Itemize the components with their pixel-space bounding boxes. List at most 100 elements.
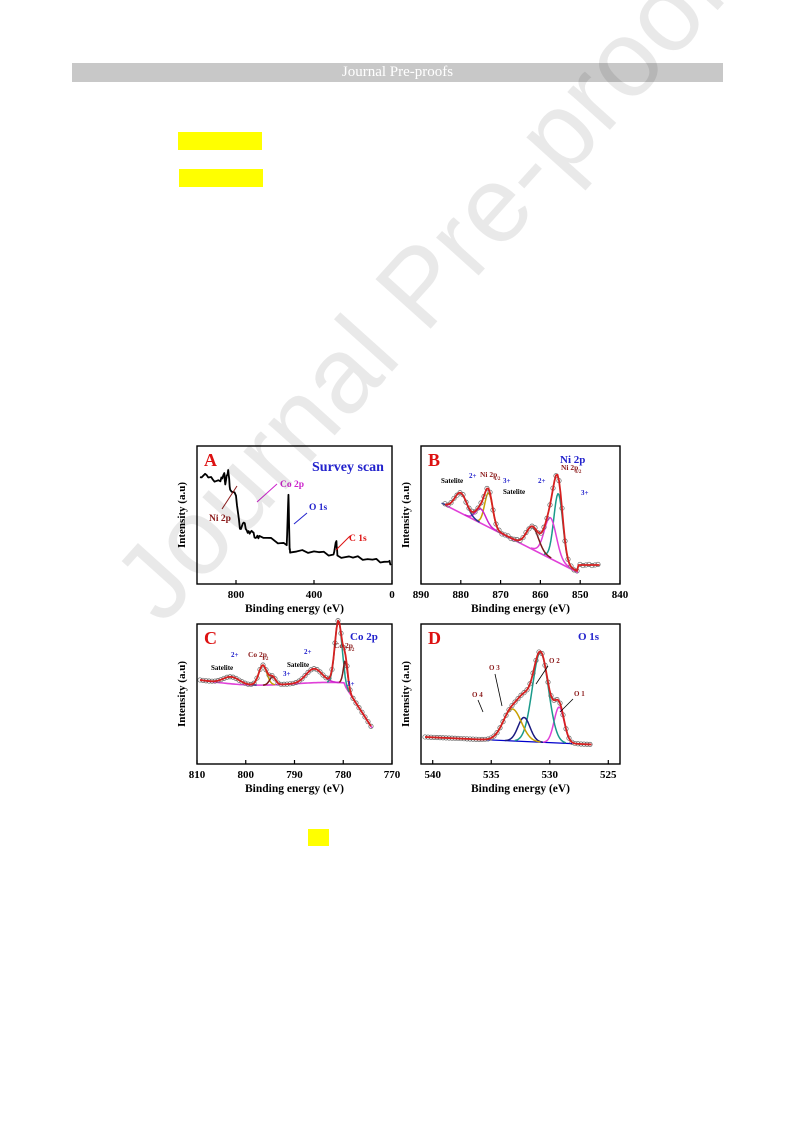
data-point <box>272 676 278 682</box>
label-subscript-32: 3/2 <box>348 648 355 653</box>
x-tick-label: 890 <box>413 589 430 601</box>
panel-c: 810 800 790 780 770 Binding energy (eV) Intens… <box>176 618 401 795</box>
label-2plus: 2+ <box>538 477 546 485</box>
y-axis-label: Intensity (a.u) <box>400 482 412 548</box>
data-point <box>509 702 515 709</box>
data-point <box>451 495 457 501</box>
panel-title: Survey scan <box>312 460 384 475</box>
data-point <box>475 505 481 511</box>
label-2plus: 2+ <box>304 648 312 656</box>
annotation-co2p: Co 2p <box>280 480 304 490</box>
x-tick-label: 770 <box>384 769 401 781</box>
x-tick-label: 800 <box>228 589 245 601</box>
label-o2: O 2 <box>549 657 560 665</box>
label-satelite: Satelite <box>441 477 463 485</box>
data-point <box>368 723 374 729</box>
x-tick-label: 530 <box>542 769 559 781</box>
data-point <box>569 739 575 745</box>
arrow-o4 <box>477 699 484 713</box>
label-3plus: 3+ <box>347 680 355 688</box>
data-point <box>512 699 518 705</box>
label-co2p-12: Co 2p <box>248 650 267 659</box>
data-point <box>491 733 497 739</box>
panel-title: Co 2p <box>350 631 378 643</box>
data-point <box>454 492 460 498</box>
arrow-ni2p <box>221 485 238 510</box>
data-point <box>251 680 257 686</box>
label-o1: O 1 <box>574 690 585 698</box>
x-axis-label: Binding energy (eV) <box>471 783 570 795</box>
label-subscript-12: 1/2 <box>262 657 269 662</box>
peak-ni-3plus-32 <box>530 516 570 568</box>
journal-header: Journal Pre-proofs <box>72 63 723 82</box>
panel-letter: D <box>428 628 441 648</box>
data-point <box>299 676 305 682</box>
x-tick-label: 850 <box>572 589 589 601</box>
label-satelite: Satelite <box>211 664 233 672</box>
x-axis-label: Binding energy (eV) <box>245 783 344 795</box>
x-tick-label: 790 <box>286 769 303 781</box>
data-point <box>494 730 500 736</box>
x-axis-label: Binding energy (eV) <box>245 603 344 615</box>
highlight-mark-2 <box>179 169 263 187</box>
panel-title: O 1s <box>578 631 600 643</box>
x-tick-label: 880 <box>453 589 470 601</box>
label-subscript-32: 3/2 <box>575 470 582 475</box>
data-point <box>518 692 524 698</box>
data-point <box>466 505 472 511</box>
data-point <box>275 680 281 686</box>
label-o3: O 3 <box>489 664 500 672</box>
x-tick-label: 860 <box>532 589 549 601</box>
arrow-o1s <box>293 512 308 525</box>
x-tick-label: 810 <box>189 769 206 781</box>
label-3plus: 3+ <box>581 489 589 497</box>
plot-frame <box>196 623 393 765</box>
panel-title: Ni 2p <box>560 454 585 466</box>
x-tick-label: 840 <box>612 589 629 601</box>
data-point <box>515 696 521 702</box>
data-point <box>317 669 323 675</box>
data-point <box>497 725 503 731</box>
data-point <box>520 535 526 541</box>
envelope-fit-line <box>444 473 600 572</box>
panel-letter: A <box>204 450 217 470</box>
data-point <box>302 673 308 679</box>
data-point <box>568 563 574 569</box>
arrow-co2p <box>256 483 278 503</box>
data-point <box>353 700 359 706</box>
peak-o3 <box>504 716 543 743</box>
label-2plus: 2+ <box>231 651 239 659</box>
annotation-ni2p: Ni 2p <box>209 514 231 524</box>
data-point <box>359 709 365 715</box>
data-point <box>521 690 527 696</box>
annotation-c1s: C 1s <box>349 534 367 544</box>
label-satelite: Satelite <box>287 661 309 669</box>
label-2plus: 2+ <box>469 472 477 480</box>
x-tick-label: 800 <box>238 769 255 781</box>
panel-letter: B <box>428 450 440 470</box>
data-point <box>503 712 509 718</box>
envelope-fit-line <box>424 650 592 746</box>
data-point <box>305 669 311 675</box>
data-point <box>236 677 242 683</box>
arrow-o1 <box>559 698 574 713</box>
y-axis-label: Intensity (a.u) <box>176 482 188 548</box>
label-ni2p-32: Ni 2p <box>561 463 578 472</box>
envelope-fit-line <box>199 619 372 727</box>
plot-frame <box>420 445 621 585</box>
data-point <box>500 719 506 725</box>
survey-spectrum-line <box>199 469 392 566</box>
x-tick-label: 0 <box>389 589 395 601</box>
data-point <box>239 679 245 685</box>
data-point <box>506 707 512 713</box>
y-axis-label: Intensity (a.u) <box>400 661 412 727</box>
arrow-o3 <box>494 673 503 707</box>
x-tick-label: 540 <box>424 769 441 781</box>
x-tick-label: 780 <box>335 769 352 781</box>
label-3plus: 3+ <box>283 670 291 678</box>
data-point <box>526 526 532 532</box>
panel-d: 540 535 530 525 Binding energy (eV) Intensity… <box>400 623 621 795</box>
label-o4: O 4 <box>472 691 483 699</box>
x-axis-label: Binding energy (eV) <box>471 603 570 615</box>
data-point <box>532 525 538 531</box>
